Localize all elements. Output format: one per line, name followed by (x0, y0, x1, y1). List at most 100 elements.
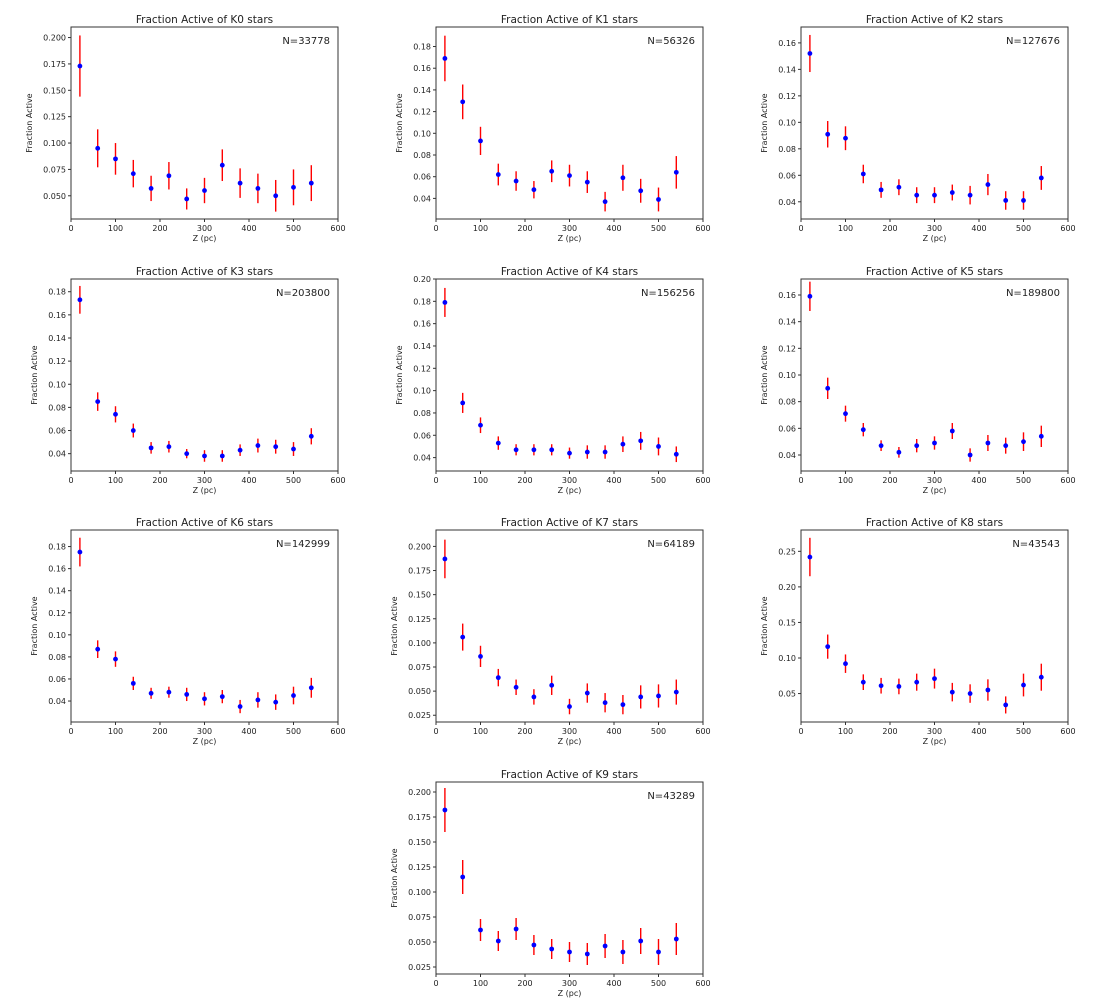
data-point (1003, 443, 1009, 449)
y-tick-label: 0.18 (48, 543, 66, 552)
data-point (896, 449, 902, 455)
x-tick-label: 0 (68, 727, 73, 736)
x-tick-label: 200 (517, 224, 532, 233)
data-point (843, 135, 848, 141)
x-tick-label: 100 (838, 727, 853, 736)
y-tick-label: 0.10 (778, 118, 796, 127)
data-point (949, 190, 955, 195)
x-tick-label: 400 (606, 979, 621, 988)
y-tick-label: 0.10 (413, 129, 431, 138)
y-tick-label: 0.025 (408, 963, 431, 972)
x-axis-label: Z (pc) (923, 486, 947, 495)
x-tick-label: 500 (1016, 476, 1031, 485)
x-tick-label: 300 (927, 727, 942, 736)
data-point (878, 187, 884, 193)
x-tick-label: 0 (798, 476, 803, 485)
y-tick-label: 0.25 (778, 547, 796, 556)
y-tick-label: 0.04 (413, 454, 431, 463)
data-point (495, 938, 501, 944)
data-point (1021, 198, 1026, 203)
data-point (166, 689, 172, 695)
data-point (860, 427, 866, 433)
y-tick-label: 0.06 (413, 173, 431, 182)
y-tick-label: 0.100 (408, 639, 431, 648)
data-point (567, 949, 572, 955)
data-point (878, 443, 884, 449)
x-tick-label: 500 (1016, 727, 1031, 736)
data-point (1003, 702, 1009, 708)
y-tick-label: 0.06 (48, 675, 66, 684)
sample-size-annotation: N=189800 (1006, 288, 1060, 299)
y-axis-label: Fraction Active (760, 345, 769, 404)
x-tick-label: 500 (286, 476, 301, 485)
sample-size-annotation: N=33778 (282, 36, 330, 47)
x-tick-label: 400 (241, 476, 256, 485)
x-tick-label: 100 (108, 727, 123, 736)
data-point (549, 447, 555, 453)
x-axis-label: Z (pc) (558, 486, 582, 495)
data-point (656, 197, 661, 202)
axes-frame (70, 278, 339, 472)
data-point (291, 693, 296, 698)
data-point (549, 168, 555, 174)
y-tick-label: 0.16 (778, 291, 796, 300)
x-tick-label: 200 (882, 476, 897, 485)
y-tick-label: 0.04 (778, 198, 796, 207)
y-axis-label: Fraction Active (760, 93, 769, 152)
data-point (620, 441, 626, 447)
data-point (308, 685, 314, 691)
y-axis-label: Fraction Active (390, 596, 399, 655)
x-tick-label: 400 (606, 224, 621, 233)
x-tick-label: 0 (68, 476, 73, 485)
y-tick-label: 0.08 (778, 145, 796, 154)
data-point (567, 704, 572, 709)
y-tick-label: 0.14 (778, 318, 796, 327)
data-point (531, 694, 537, 700)
data-point (896, 184, 902, 190)
y-tick-label: 0.125 (408, 863, 431, 872)
data-point (914, 443, 920, 449)
data-point (638, 938, 644, 944)
x-tick-label: 100 (108, 476, 123, 485)
data-point (460, 400, 466, 406)
axes-frame (435, 529, 704, 723)
data-point (549, 682, 555, 688)
y-tick-label: 0.050 (43, 192, 66, 201)
y-tick-label: 0.125 (43, 113, 66, 122)
data-point (308, 180, 314, 186)
y-tick-label: 0.075 (408, 913, 431, 922)
subplot-title: Fraction Active of K3 stars (136, 266, 273, 278)
x-axis-label: Z (pc) (923, 737, 947, 746)
data-point (513, 926, 519, 932)
y-tick-label: 0.15 (778, 618, 796, 627)
data-point (807, 51, 813, 56)
data-point (478, 422, 483, 428)
x-tick-label: 600 (695, 727, 710, 736)
x-tick-label: 0 (798, 727, 803, 736)
subplot-1: Fraction Active of K1 stars N=56326 0 100 20… (395, 14, 711, 243)
data-point (255, 443, 261, 448)
y-axis-label: Fraction Active (30, 596, 39, 655)
y-tick-label: 0.150 (43, 86, 66, 95)
y-tick-label: 0.10 (413, 387, 431, 396)
y-tick-label: 0.08 (48, 403, 66, 412)
x-tick-label: 0 (798, 224, 803, 233)
y-tick-label: 0.08 (413, 151, 431, 160)
x-tick-label: 300 (562, 224, 577, 233)
data-point (130, 680, 136, 686)
x-tick-label: 500 (651, 476, 666, 485)
y-tick-label: 0.10 (778, 654, 796, 663)
data-point (478, 138, 483, 144)
y-tick-label: 0.04 (778, 451, 796, 460)
data-point (967, 691, 973, 696)
subplot-title: Fraction Active of K1 stars (501, 14, 638, 26)
y-tick-label: 0.16 (413, 64, 431, 73)
y-tick-label: 0.10 (778, 371, 796, 380)
y-tick-label: 0.10 (48, 380, 66, 389)
data-point (237, 704, 243, 709)
x-tick-label: 300 (197, 224, 212, 233)
data-point (166, 444, 172, 450)
data-point (219, 694, 225, 700)
data-point (584, 179, 590, 185)
